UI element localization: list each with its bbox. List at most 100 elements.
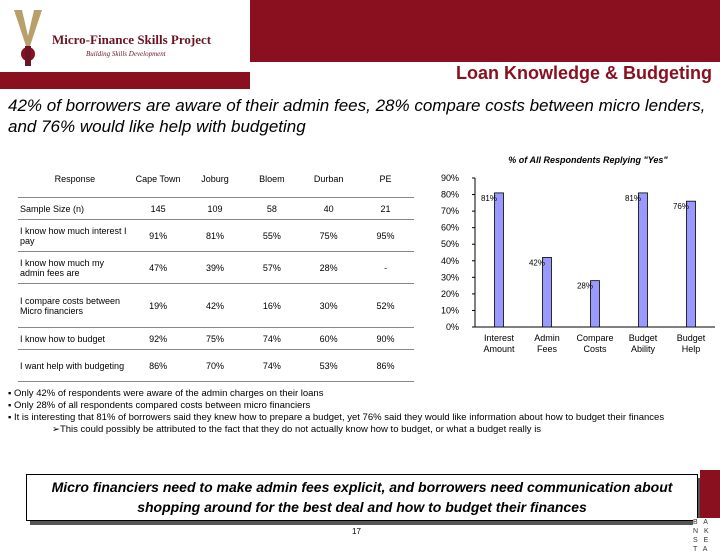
column-header: PE [357,160,414,198]
table-cell: 92% [129,327,187,350]
bar-value-label: 28% [577,282,593,291]
bullet-item: ▪ Only 42% of respondents were aware of … [8,388,324,399]
y-tick-label: 60% [441,223,459,233]
table-row: I compare costs between Micro financiers… [18,283,414,328]
table-cell: 53% [300,349,358,382]
bullet-item: ▪ Only 28% of all respondents compared c… [8,400,311,411]
y-tick-label: 70% [441,206,459,216]
x-category-label: Admin [534,333,560,343]
table-row: I know how to budget 92% 75% 74% 60% 90% [18,327,414,350]
table-cell: 86% [357,349,414,382]
table-cell: 30% [300,283,358,328]
table-header-row: Response Cape Town Joburg Bloem Durban P… [18,160,414,198]
x-category-label: Budget [629,333,658,343]
logo-tagline: Building Skills Development [86,50,166,58]
x-category-label: Ability [631,344,656,354]
table-cell: 70% [186,349,244,382]
x-category-label: Fees [537,344,558,354]
y-tick-label: 50% [441,239,459,249]
table-cell: 75% [300,219,358,252]
table-cell: 28% [300,251,358,284]
table-cell: 90% [357,327,414,350]
table-cell: 60% [300,327,358,350]
bullet-item: ▪ It is interesting that 81% of borrower… [8,412,665,423]
column-header: Joburg [186,160,244,198]
response-table: Response Cape Town Joburg Bloem Durban P… [18,160,414,382]
bar [542,257,552,328]
table-cell: 58 [243,197,301,220]
row-label: I know how much interest I pay [18,219,130,252]
table-cell: 95% [357,219,414,252]
x-category-label: Compare [576,333,613,343]
page-number: 17 [352,527,361,536]
table-row: I know how much interest I pay 91% 81% 5… [18,219,414,252]
x-category-label: Help [682,344,701,354]
column-header: Cape Town [129,160,187,198]
table-cell: 109 [186,197,244,220]
y-tick-label: 40% [441,256,459,266]
bullet-text: It is interesting that 81% of borrowers … [14,412,665,423]
bullet-text: Only 28% of all respondents compared cos… [14,400,311,411]
column-header: Bloem [243,160,301,198]
project-logo-icon [14,10,42,66]
slide-subtitle: 42% of borrowers are aware of their admi… [8,96,706,136]
bar [686,200,696,328]
bank-seta-logo: B A N K S E T A [693,518,720,553]
y-tick-label: 0% [446,322,459,332]
row-label: I compare costs between Micro financiers [18,283,130,328]
x-category-label: Amount [483,344,515,354]
row-label: I know how much my admin fees are [18,251,130,284]
key-message-box: Micro financiers need to make admin fees… [26,474,698,521]
row-label: I know how to budget [18,327,130,350]
y-tick-label: 20% [441,289,459,299]
table-cell: 145 [129,197,187,220]
table-row: I want help with budgeting 86% 70% 74% 5… [18,349,414,382]
y-tick-label: 80% [441,190,459,200]
slide-title: Loan Knowledge & Budgeting [456,63,712,83]
column-header: Durban [300,160,358,198]
table-cell: 57% [243,251,301,284]
logo-text-line: B A N K [693,519,711,535]
table-cell: 40 [300,197,358,220]
x-category-label: Budget [677,333,706,343]
table-cell: - [357,251,414,284]
row-label: I want help with budgeting [18,349,130,382]
x-category-label: Costs [583,344,607,354]
bullet-text: Only 42% of respondents were aware of th… [14,388,324,399]
bar [638,192,648,328]
table-cell: 74% [243,349,301,382]
table-cell: 19% [129,283,187,328]
bar-chart: % of All Respondents Replying "Yes" 0% 10%… [441,155,715,354]
logo-panel: Micro-Finance Skills Project Building Sk… [0,0,250,72]
row-label: Sample Size (n) [18,197,130,220]
bar [590,280,600,328]
y-tick-label: 10% [441,305,459,315]
bullet-list: ▪ Only 42% of respondents were aware of … [8,388,713,436]
table-row: Sample Size (n) 145 109 58 40 21 [18,197,414,220]
chart-area: % of All Respondents Replying "Yes" 0% 10%… [420,150,720,365]
table-cell: 91% [129,219,187,252]
bar-value-label: 81% [625,194,641,203]
table-cell: 21 [357,197,414,220]
table-cell: 39% [186,251,244,284]
table-cell: 75% [186,327,244,350]
title-panel [250,62,720,89]
table-cell: 86% [129,349,187,382]
sub-bullet-text: This could possibly be attributed to the… [59,424,542,435]
chart-title: % of All Respondents Replying "Yes" [508,155,668,165]
y-tick-label: 90% [441,173,459,183]
column-header: Response [18,160,130,198]
table-cell: 42% [186,283,244,328]
x-category-label: Interest [484,333,515,343]
y-tick-label: 30% [441,272,459,282]
bar-value-label: 76% [673,202,689,211]
bar-value-label: 81% [481,194,497,203]
sub-bullet-item: ➢This could possibly be attributed to th… [52,424,542,435]
table-row: I know how much my admin fees are 47% 39… [18,251,414,284]
logo-name: Micro-Finance Skills Project [52,32,212,47]
header-band: Micro-Finance Skills Project Building Sk… [0,0,720,89]
table-cell: 47% [129,251,187,284]
logo-text-line: S E T A [693,537,711,553]
table-cell: 16% [243,283,301,328]
table-cell: 52% [357,283,414,328]
